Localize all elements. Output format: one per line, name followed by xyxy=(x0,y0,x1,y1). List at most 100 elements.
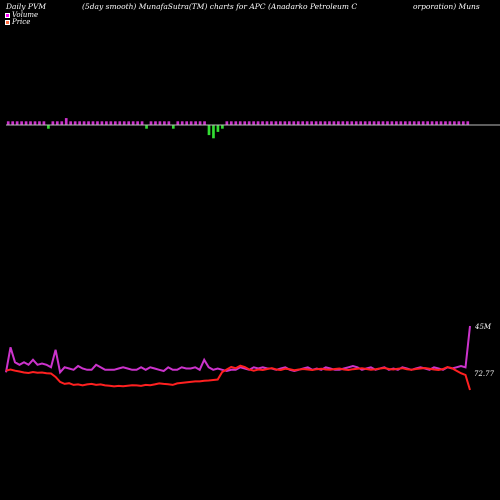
pvm-bar xyxy=(185,121,189,125)
pvm-bar xyxy=(122,121,126,125)
pvm-bar xyxy=(127,121,131,125)
pvm-bar xyxy=(274,121,278,125)
pvm-bar xyxy=(51,121,55,125)
pvm-bar xyxy=(167,121,171,125)
pvm-bar xyxy=(42,121,46,125)
company-name-part2: orporation) Muns xyxy=(413,2,480,11)
pvm-bar xyxy=(457,121,461,125)
pvm-bar xyxy=(403,121,407,125)
pvm-bar xyxy=(60,121,64,125)
pvm-bar xyxy=(279,121,282,125)
pvm-bar xyxy=(243,121,247,125)
pvm-bar xyxy=(163,121,166,125)
pvm-bar xyxy=(265,121,269,125)
pvm-bar xyxy=(136,121,139,125)
pvm-bar xyxy=(412,121,416,125)
pvm-bar xyxy=(212,125,215,139)
pvm-bar xyxy=(363,121,367,125)
pvm-bar xyxy=(328,121,331,125)
pvm-bar xyxy=(256,121,260,125)
pvm-bar xyxy=(439,121,443,125)
pvm-bar xyxy=(105,121,108,125)
pvm-bar xyxy=(149,121,153,125)
pvm-bar xyxy=(198,121,202,125)
pvm-bar xyxy=(386,121,389,125)
pvm-bar xyxy=(20,121,23,125)
pvm-bar xyxy=(399,121,403,125)
pvm-bar xyxy=(154,121,157,125)
pvm-bar xyxy=(381,121,385,125)
pvm-bar xyxy=(283,121,287,125)
pvm-bar xyxy=(91,121,95,125)
pvm-bar xyxy=(337,121,340,125)
pvm-bar xyxy=(354,121,358,125)
pvm-bar xyxy=(319,121,322,125)
pvm-bar xyxy=(270,121,273,125)
pvm-bar xyxy=(350,121,354,125)
pvm-bar xyxy=(47,125,50,129)
pvm-bar xyxy=(225,121,229,125)
pvm-bar xyxy=(234,121,238,125)
pvm-bar xyxy=(82,121,86,125)
pvm-bar xyxy=(140,121,144,125)
pvm-bar xyxy=(171,125,175,129)
legend-price-swatch xyxy=(5,19,10,25)
company-name-part1: (Anadarko Petroleum C xyxy=(268,2,358,11)
pvm-bar xyxy=(118,121,122,125)
volume-end-label: 45M xyxy=(474,323,492,331)
pvm-bar xyxy=(301,121,305,125)
legend-price-label: Price xyxy=(12,18,31,26)
pvm-bar xyxy=(64,118,68,125)
legend-volume: Volume xyxy=(5,11,38,19)
pvm-bar xyxy=(145,125,148,129)
chart-title-prefix: Daily PVM xyxy=(6,2,47,11)
pvm-bar xyxy=(359,121,363,125)
legend-volume-swatch xyxy=(5,12,10,18)
pvm-bar xyxy=(24,121,28,125)
pvm-bar xyxy=(87,121,90,125)
pvm-bar xyxy=(426,121,429,125)
pvm-bar xyxy=(305,121,309,125)
pvm-bar xyxy=(421,121,425,125)
pvm-bar xyxy=(368,121,371,125)
pvm-bar xyxy=(216,125,220,132)
price-line xyxy=(5,364,471,391)
pvm-bar xyxy=(461,121,465,125)
pvm-bar xyxy=(207,125,211,136)
pvm-bar xyxy=(466,121,470,125)
pvm-bar xyxy=(203,121,206,125)
legend-price: Price xyxy=(5,18,30,26)
volume-line xyxy=(5,325,471,375)
pvm-bar xyxy=(310,121,313,125)
pvm-bar xyxy=(430,121,434,125)
pvm-bar xyxy=(73,121,77,125)
legend-volume-label: Volume xyxy=(12,11,39,19)
pvm-bar xyxy=(11,121,15,125)
pvm-bar xyxy=(131,121,135,125)
pvm-bar xyxy=(100,121,104,125)
pvm-bar xyxy=(180,121,184,125)
pvm-bar xyxy=(252,121,255,125)
pvm-bar xyxy=(377,121,380,125)
pvm-bar xyxy=(69,121,73,125)
pvm-bar xyxy=(341,121,345,125)
pvm-bar xyxy=(444,121,447,125)
pvm-bar xyxy=(221,125,224,129)
pvm-bar xyxy=(448,121,452,125)
pvm-bar xyxy=(189,121,193,125)
pvm-bar xyxy=(29,121,32,125)
price-end-label: 72.77 xyxy=(474,370,495,378)
pvm-bar xyxy=(247,121,251,125)
pvm-bar xyxy=(292,121,296,125)
pvm-bar xyxy=(96,121,99,125)
pvm-bar xyxy=(113,121,117,125)
pvm-bar xyxy=(158,121,162,125)
pvm-bar xyxy=(345,121,349,125)
pvm-bar xyxy=(435,121,438,125)
pvm-bar xyxy=(38,121,41,125)
pvm-bar xyxy=(33,121,37,125)
pvm-bar xyxy=(287,121,291,125)
pvm-bar xyxy=(55,121,59,125)
